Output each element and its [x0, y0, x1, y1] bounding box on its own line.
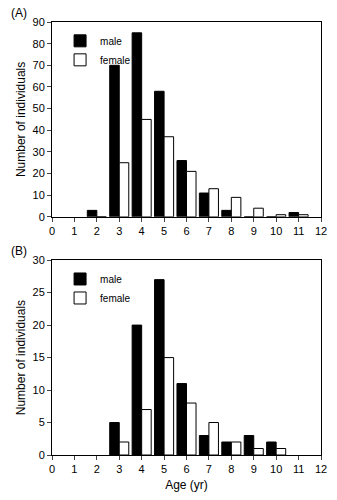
svg-text:9: 9	[251, 225, 257, 237]
svg-text:11: 11	[293, 463, 304, 475]
svg-text:0: 0	[39, 449, 45, 461]
svg-text:Age (yr): Age (yr)	[165, 478, 208, 492]
svg-text:male: male	[100, 36, 122, 47]
svg-text:2: 2	[94, 225, 100, 237]
svg-text:6: 6	[183, 463, 189, 475]
svg-text:7: 7	[206, 225, 212, 237]
svg-text:3: 3	[116, 463, 122, 475]
svg-text:10: 10	[270, 463, 282, 475]
svg-text:(A): (A)	[11, 6, 27, 20]
svg-text:male: male	[100, 274, 122, 285]
svg-text:10: 10	[270, 225, 282, 237]
svg-text:30: 30	[33, 254, 45, 266]
svg-text:0: 0	[39, 211, 45, 223]
svg-text:80: 80	[33, 38, 45, 50]
svg-text:5: 5	[161, 463, 167, 475]
svg-text:4: 4	[139, 225, 145, 237]
svg-text:60: 60	[33, 81, 45, 93]
svg-text:7: 7	[206, 463, 212, 475]
svg-text:11: 11	[293, 225, 304, 237]
svg-text:40: 40	[33, 124, 45, 136]
svg-text:1: 1	[71, 225, 77, 237]
svg-text:female: female	[100, 55, 130, 66]
svg-text:8: 8	[228, 225, 234, 237]
svg-text:10: 10	[33, 384, 45, 396]
svg-text:30: 30	[33, 146, 45, 158]
svg-text:20: 20	[33, 167, 45, 179]
svg-text:5: 5	[161, 225, 167, 237]
svg-text:0: 0	[49, 463, 55, 475]
svg-text:3: 3	[116, 225, 122, 237]
svg-text:2: 2	[94, 463, 100, 475]
svg-text:12: 12	[315, 225, 327, 237]
svg-text:20: 20	[33, 319, 45, 331]
svg-text:0: 0	[49, 225, 55, 237]
svg-text:12: 12	[315, 463, 327, 475]
svg-text:Number of individuals: Number of individuals	[14, 300, 28, 415]
svg-text:50: 50	[33, 102, 45, 114]
svg-text:10: 10	[33, 189, 45, 201]
svg-text:25: 25	[33, 286, 45, 298]
svg-text:9: 9	[251, 463, 257, 475]
svg-text:8: 8	[228, 463, 234, 475]
svg-text:(B): (B)	[11, 244, 27, 258]
svg-text:70: 70	[33, 59, 45, 71]
svg-text:15: 15	[33, 351, 45, 363]
svg-text:5: 5	[39, 416, 45, 428]
svg-text:female: female	[100, 293, 130, 304]
svg-text:4: 4	[139, 463, 145, 475]
svg-text:1: 1	[71, 463, 77, 475]
svg-text:6: 6	[183, 225, 189, 237]
svg-text:Number of individuals: Number of individuals	[14, 62, 28, 177]
svg-text:90: 90	[33, 16, 45, 28]
